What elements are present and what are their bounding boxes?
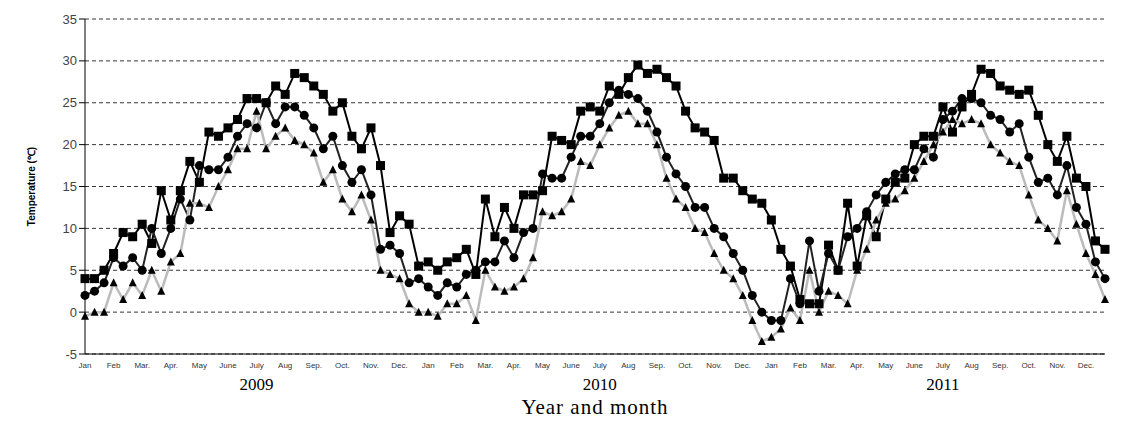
svg-text:Feb: Feb xyxy=(450,361,464,370)
svg-text:Oct.: Oct. xyxy=(1021,361,1036,370)
svg-text:Mar.: Mar. xyxy=(821,361,837,370)
svg-text:Nov.: Nov. xyxy=(706,361,722,370)
svg-text:Nov.: Nov. xyxy=(1049,361,1065,370)
svg-text:June: June xyxy=(906,361,924,370)
svg-text:Apr.: Apr. xyxy=(164,361,178,370)
svg-text:Aug: Aug xyxy=(964,361,978,370)
svg-text:Dec.: Dec. xyxy=(391,361,407,370)
svg-text:June: June xyxy=(562,361,580,370)
svg-text:Apr.: Apr. xyxy=(850,361,864,370)
svg-text:Nov.: Nov. xyxy=(363,361,379,370)
svg-text:Mar.: Mar. xyxy=(478,361,494,370)
svg-text:Aug: Aug xyxy=(278,361,292,370)
svg-text:Aug: Aug xyxy=(621,361,635,370)
svg-text:Feb: Feb xyxy=(107,361,121,370)
svg-text:Apr.: Apr. xyxy=(507,361,521,370)
svg-text:Jan: Jan xyxy=(765,361,778,370)
svg-text:Oct.: Oct. xyxy=(335,361,350,370)
svg-text:-5: -5 xyxy=(65,347,77,362)
svg-text:0: 0 xyxy=(70,305,77,320)
svg-text:May: May xyxy=(192,361,207,370)
svg-text:15: 15 xyxy=(63,179,77,194)
svg-text:25: 25 xyxy=(63,95,77,110)
svg-text:Dec.: Dec. xyxy=(735,361,751,370)
svg-text:Temperature (℃): Temperature (℃) xyxy=(26,147,37,226)
svg-text:Sep.: Sep. xyxy=(306,361,322,370)
svg-text:Feb: Feb xyxy=(793,361,807,370)
svg-text:2010: 2010 xyxy=(583,375,617,394)
svg-text:2009: 2009 xyxy=(240,375,274,394)
svg-text:July: July xyxy=(936,361,950,370)
svg-text:July: July xyxy=(593,361,607,370)
svg-text:35: 35 xyxy=(63,12,77,27)
svg-text:Dec.: Dec. xyxy=(1078,361,1094,370)
svg-text:Oct.: Oct. xyxy=(678,361,693,370)
svg-text:June: June xyxy=(219,361,237,370)
svg-text:May: May xyxy=(535,361,550,370)
svg-text:30: 30 xyxy=(63,53,77,68)
svg-text:Year and month: Year and month xyxy=(521,395,668,414)
svg-text:July: July xyxy=(249,361,263,370)
svg-text:Mar.: Mar. xyxy=(134,361,150,370)
svg-text:Jan: Jan xyxy=(79,361,92,370)
svg-text:5: 5 xyxy=(70,263,77,278)
svg-text:10: 10 xyxy=(63,221,77,236)
svg-text:Sep.: Sep. xyxy=(649,361,665,370)
svg-text:Jan: Jan xyxy=(422,361,435,370)
svg-text:Sep.: Sep. xyxy=(992,361,1008,370)
svg-text:20: 20 xyxy=(63,137,77,152)
svg-text:May: May xyxy=(878,361,893,370)
svg-text:2011: 2011 xyxy=(926,375,959,394)
